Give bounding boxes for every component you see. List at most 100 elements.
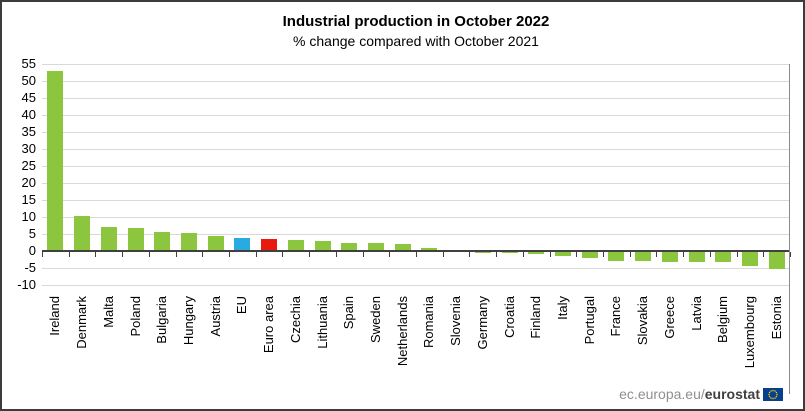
- y-tick-label: 10: [21, 209, 36, 224]
- x-axis-label-eu: EU: [234, 296, 250, 315]
- bar-sweden: [367, 243, 384, 251]
- x-axis-label-croatia: Croatia: [501, 296, 517, 338]
- x-axis-tick: [309, 252, 311, 257]
- footer-credit: ec.europa.eu/eurostat: [619, 386, 783, 402]
- y-tick-label: 55: [21, 56, 36, 71]
- x-axis-label-poland: Poland: [127, 296, 143, 337]
- gridline--5: [42, 268, 790, 269]
- gridline--10: [42, 285, 790, 286]
- footer-url-prefix: ec.europa.eu/: [619, 386, 705, 402]
- x-axis-label-germany: Germany: [474, 296, 490, 350]
- gridline-20: [42, 183, 790, 184]
- x-axis-label-denmark: Denmark: [74, 296, 90, 349]
- bar-slovakia: [635, 252, 652, 261]
- x-axis-label-slovenia: Slovenia: [448, 296, 464, 346]
- bar-austria: [207, 235, 224, 251]
- bar-greece: [661, 252, 678, 262]
- x-axis-tick: [629, 252, 631, 257]
- x-axis-tick: [522, 252, 524, 257]
- x-axis-tick: [496, 252, 498, 257]
- bar-netherlands: [394, 244, 411, 251]
- y-tick-label: 40: [21, 107, 36, 122]
- x-axis-label-finland: Finland: [528, 296, 544, 339]
- x-axis-tick: [229, 252, 230, 257]
- x-axis-label-estonia: Estonia: [768, 296, 784, 340]
- y-tick-label: 5: [28, 226, 36, 241]
- x-axis-tick: [282, 252, 284, 257]
- x-axis-tick: [362, 252, 364, 257]
- x-axis-tick: [148, 252, 150, 257]
- x-axis-tick: [790, 252, 791, 257]
- gridline-30: [42, 149, 790, 150]
- x-axis-tick: [416, 252, 417, 257]
- x-axis-label-france: France: [608, 296, 624, 337]
- gridline-40: [42, 115, 790, 116]
- y-tick-label: 20: [21, 175, 36, 190]
- gridline-45: [42, 98, 790, 99]
- y-tick-label: 50: [21, 73, 36, 88]
- x-axis-label-belgium: Belgium: [715, 296, 731, 343]
- x-axis-label-euro-area: Euro area: [261, 296, 277, 354]
- x-axis-tick: [175, 252, 177, 257]
- x-axis-tick: [469, 252, 471, 257]
- bar-poland: [127, 227, 144, 251]
- bar-belgium: [715, 252, 732, 262]
- x-axis-label-latvia: Latvia: [688, 296, 704, 331]
- x-axis-tick: [763, 252, 765, 257]
- bar-bulgaria: [154, 231, 171, 251]
- y-tick-label: -10: [17, 277, 36, 292]
- bar-spain: [341, 242, 358, 251]
- bar-germany: [474, 252, 491, 253]
- x-axis-label-portugal: Portugal: [581, 296, 597, 345]
- x-axis-label-ireland: Ireland: [47, 296, 63, 336]
- x-axis-label-romania: Romania: [421, 296, 437, 349]
- x-axis-label-italy: Italy: [554, 296, 570, 320]
- gridline-50: [42, 81, 790, 82]
- gridline-10: [42, 217, 790, 218]
- bar-latvia: [688, 252, 705, 262]
- x-axis-label-hungary: Hungary: [180, 296, 196, 346]
- bar-estonia: [768, 252, 785, 270]
- x-axis-tick: [255, 252, 257, 257]
- bar-eu: [234, 237, 251, 251]
- footer-url-eurostat: eurostat: [704, 386, 760, 402]
- x-axis-tick: [335, 252, 337, 257]
- x-axis-label-netherlands: Netherlands: [394, 296, 410, 367]
- bar-hungary: [180, 232, 197, 251]
- gridline-25: [42, 166, 790, 167]
- x-axis-tick: [442, 252, 444, 257]
- gridline-5: [42, 234, 790, 235]
- zero-axis-line: [42, 250, 790, 252]
- x-axis-label-luxembourg: Luxembourg: [741, 296, 757, 369]
- bar-romania: [421, 247, 438, 251]
- plot-right-border: [789, 64, 790, 394]
- gridline-15: [42, 200, 790, 201]
- x-axis-tick: [202, 252, 204, 257]
- chart-title: Industrial production in October 2022: [282, 13, 550, 30]
- x-axis-label-bulgaria: Bulgaria: [154, 296, 170, 344]
- x-axis-tick: [603, 252, 604, 257]
- bar-ireland: [47, 71, 64, 251]
- eu-flag-icon: [763, 387, 783, 401]
- x-axis-tick: [389, 252, 391, 257]
- bar-finland: [528, 252, 545, 254]
- y-tick-label: -5: [24, 260, 36, 275]
- y-tick-label: 45: [21, 90, 36, 105]
- x-axis-tick: [549, 252, 551, 257]
- bar-portugal: [581, 252, 598, 259]
- x-axis-label-malta: Malta: [100, 296, 116, 328]
- x-axis-label-sweden: Sweden: [367, 296, 383, 343]
- x-axis-tick: [95, 252, 97, 257]
- x-axis-label-slovakia: Slovakia: [635, 296, 651, 346]
- x-axis-label-czechia: Czechia: [287, 296, 303, 343]
- y-tick-label: 0: [28, 243, 36, 258]
- x-axis-tick: [736, 252, 738, 257]
- gridline-55: [42, 64, 790, 65]
- bar-euro-area: [261, 239, 278, 251]
- bar-malta: [100, 226, 117, 251]
- y-tick-label: 35: [21, 124, 36, 139]
- x-axis-tick: [576, 252, 578, 257]
- y-tick-label: 25: [21, 158, 36, 173]
- x-axis-tick: [709, 252, 711, 257]
